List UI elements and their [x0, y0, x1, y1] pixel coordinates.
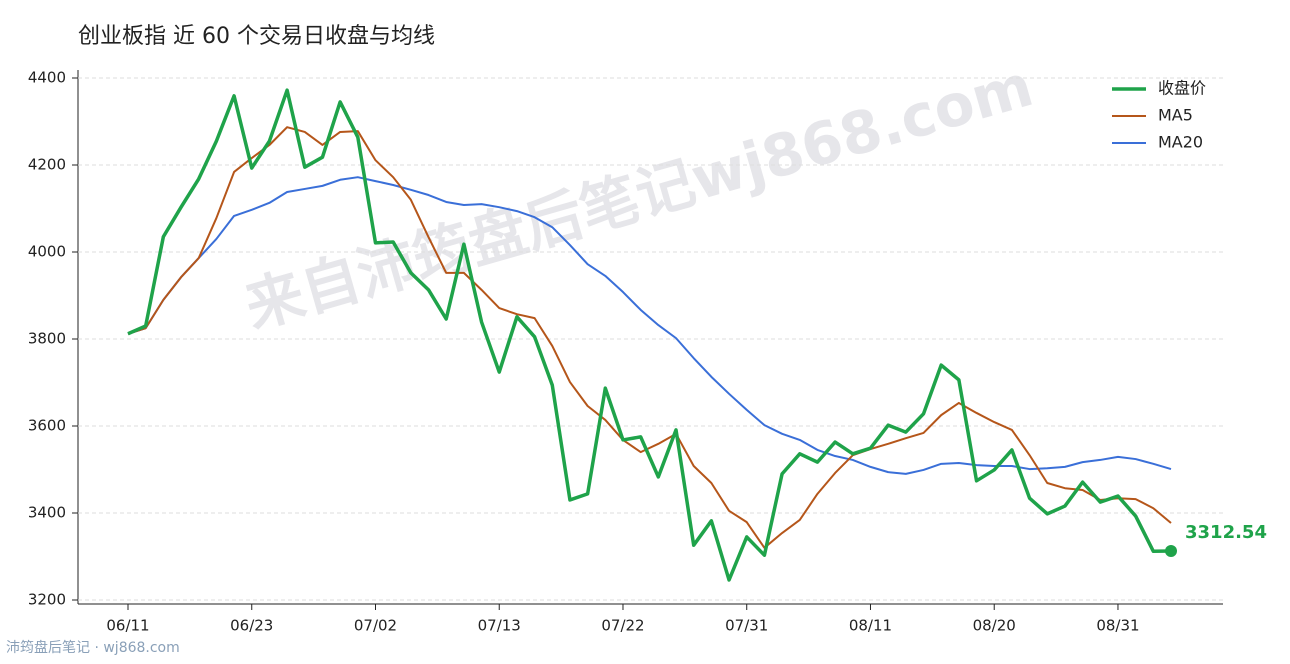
- y-tick-label: 3600: [28, 417, 66, 435]
- legend-label: MA5: [1158, 106, 1193, 125]
- watermark: 来自沛筠盘后笔记wj868.com: [238, 51, 1040, 341]
- series-line: [127, 88, 1172, 582]
- x-tick-label: 07/31: [725, 617, 768, 635]
- x-tick-label: 06/23: [230, 617, 273, 635]
- x-tick-label: 06/11: [106, 617, 149, 635]
- last-point: [1165, 545, 1177, 558]
- footer: 沛筠盘后笔记 · wj868.com: [6, 639, 180, 656]
- series-line: [127, 126, 1172, 549]
- y-tick-label: 4400: [28, 69, 66, 87]
- chart-title: 创业板指 近 60 个交易日收盘与均线: [78, 24, 435, 49]
- y-tick-label: 3800: [28, 330, 66, 348]
- x-tick-label: 07/13: [478, 617, 521, 635]
- legend-label: 收盘价: [1158, 79, 1206, 98]
- x-tick-label: 07/22: [601, 617, 644, 635]
- y-tick-label: 3400: [28, 504, 66, 522]
- legend-label: MA20: [1158, 133, 1203, 152]
- x-tick-label: 08/31: [1096, 617, 1139, 635]
- x-tick-label: 08/20: [973, 617, 1016, 635]
- y-tick-label: 4000: [28, 243, 66, 261]
- y-tick-label: 4200: [28, 156, 66, 174]
- x-tick-label: 07/02: [354, 617, 397, 635]
- x-tick-label: 08/11: [849, 617, 892, 635]
- y-tick-label: 3200: [28, 591, 66, 609]
- last-value-label: 3312.54: [1185, 522, 1267, 543]
